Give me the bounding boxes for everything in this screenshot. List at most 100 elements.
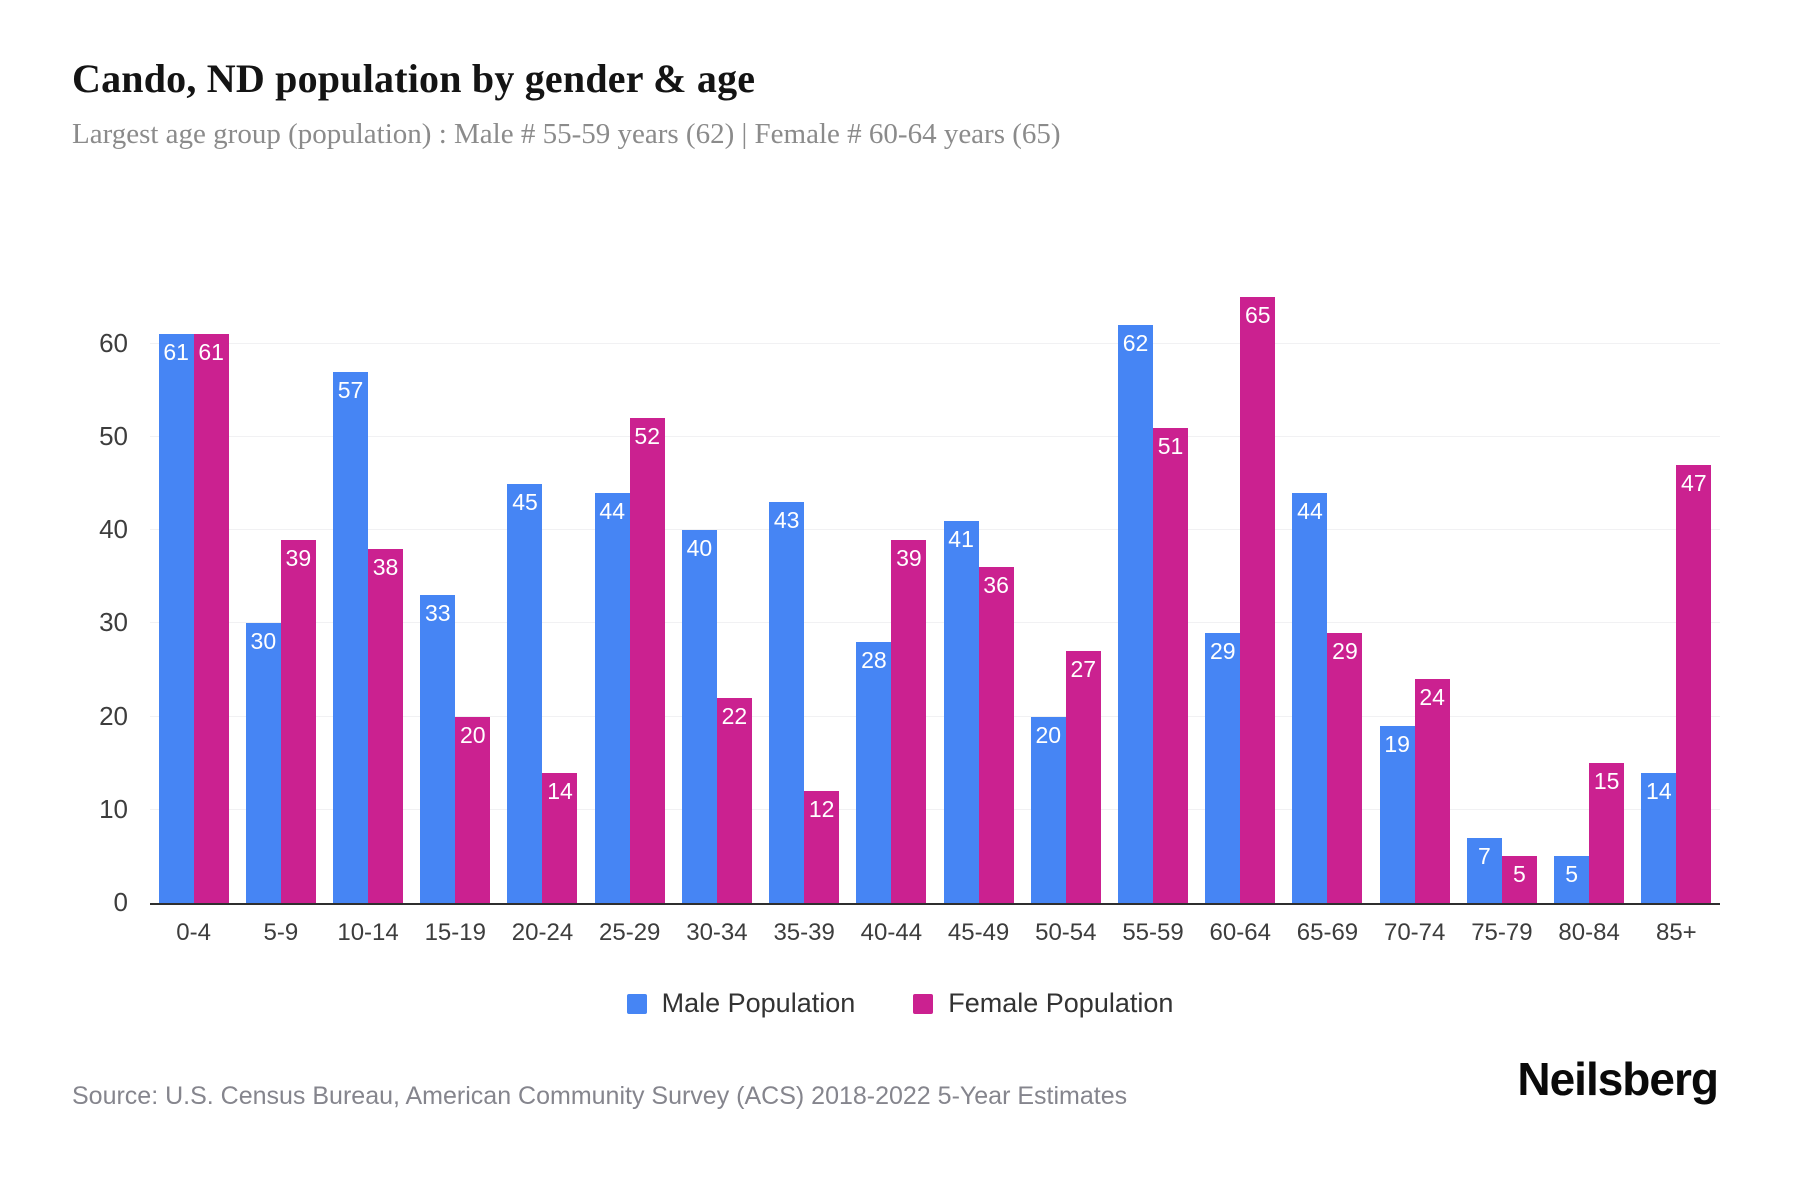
x-axis-label-85+: 85+ <box>1655 919 1697 946</box>
gridline-30 <box>150 622 1720 624</box>
bar-group-5-9: 30 39 5-9 <box>245 270 316 946</box>
bar-female-70-74[interactable]: 24 <box>1414 679 1450 903</box>
bar-value-label: 39 <box>285 544 312 571</box>
bar-group-60-64: 29 65 60-64 <box>1205 270 1276 946</box>
bar-male-45-49[interactable]: 41 <box>943 520 979 903</box>
bar-value-label: 33 <box>424 600 451 627</box>
bar-male-20-24[interactable]: 45 <box>507 483 543 903</box>
bar-group-55-59: 62 51 55-59 <box>1118 270 1189 946</box>
bar-male-80-84[interactable]: 5 <box>1554 856 1590 903</box>
bar-value-label: 24 <box>1419 684 1445 711</box>
gridline-40 <box>150 529 1720 531</box>
bar-female-30-34[interactable]: 22 <box>716 697 752 903</box>
x-axis-label-10-14: 10-14 <box>337 919 399 946</box>
plot-area: 0 10 20 30 40 50 60 61 61 0-4 30 39 5-9 57 38 10-14 33 2… <box>99 270 1720 946</box>
gridline-60 <box>150 342 1720 344</box>
x-axis-label-15-19: 15-19 <box>424 919 486 946</box>
bar-value-label: 44 <box>599 497 625 524</box>
gridline-10 <box>150 808 1720 810</box>
bar-value-label: 12 <box>808 796 835 823</box>
bar-value-label: 5 <box>1512 861 1526 888</box>
bar-value-label: 44 <box>1297 497 1323 524</box>
x-axis-label-50-54: 50-54 <box>1035 919 1097 946</box>
x-axis-label-20-24: 20-24 <box>511 919 574 946</box>
bar-group-25-29: 44 52 25-29 <box>594 270 665 946</box>
y-axis-label-60: 60 <box>99 327 128 358</box>
bar-group-0-4: 61 61 0-4 <box>158 270 229 946</box>
bar-group-20-24: 45 14 20-24 <box>507 270 578 946</box>
bar-male-30-34[interactable]: 40 <box>681 530 717 903</box>
bar-male-55-59[interactable]: 62 <box>1118 325 1154 903</box>
bar-male-40-44[interactable]: 28 <box>856 642 892 903</box>
bar-female-80-84[interactable]: 15 <box>1589 763 1625 903</box>
bar-groups: 61 61 0-4 30 39 5-9 57 38 10-14 33 20 15-19 45 14 20-2… <box>150 270 1720 946</box>
bar-female-60-64[interactable]: 65 <box>1240 297 1276 903</box>
x-axis-label-75-79: 75-79 <box>1471 919 1533 946</box>
bar-value-label: 41 <box>948 525 974 552</box>
bar-group-75-79: 7 5 75-79 <box>1466 270 1537 946</box>
bar-value-label: 47 <box>1681 469 1707 496</box>
x-axis-label-55-59: 55-59 <box>1122 919 1184 946</box>
legend-item-male[interactable]: Male Population <box>626 988 856 1019</box>
bar-value-label: 40 <box>686 535 713 562</box>
bar-female-20-24[interactable]: 14 <box>542 772 578 903</box>
bar-male-50-54[interactable]: 20 <box>1030 716 1066 903</box>
bar-male-15-19[interactable]: 33 <box>420 595 456 903</box>
y-axis-label-20: 20 <box>99 700 128 731</box>
bar-male-25-29[interactable]: 44 <box>594 492 630 903</box>
bar-female-10-14[interactable]: 38 <box>368 548 404 903</box>
bar-group-50-54: 20 27 50-54 <box>1030 270 1101 946</box>
x-axis-label-5-9: 5-9 <box>263 919 299 946</box>
x-axis-label-65-69: 65-69 <box>1296 919 1359 946</box>
bar-female-15-19[interactable]: 20 <box>455 716 491 903</box>
bar-value-label: 52 <box>634 423 660 450</box>
bar-male-0-4[interactable]: 61 <box>158 334 194 903</box>
bar-female-85+[interactable]: 47 <box>1676 464 1712 903</box>
bar-male-65-69[interactable]: 44 <box>1292 492 1328 903</box>
bar-group-80-84: 5 15 80-84 <box>1554 270 1625 946</box>
bar-value-label: 20 <box>1035 721 1062 748</box>
gridline-50 <box>150 436 1720 437</box>
x-axis-label-0-4: 0-4 <box>176 919 211 946</box>
bar-female-55-59[interactable]: 51 <box>1153 427 1189 903</box>
bar-male-85+[interactable]: 14 <box>1641 772 1677 903</box>
bar-value-label: 38 <box>372 553 399 580</box>
bar-female-75-79[interactable]: 5 <box>1501 856 1537 903</box>
bar-female-50-54[interactable]: 27 <box>1065 651 1101 903</box>
bar-female-0-4[interactable]: 61 <box>193 334 229 903</box>
bar-value-label: 15 <box>1593 768 1620 795</box>
bar-female-40-44[interactable]: 39 <box>891 539 927 903</box>
bar-value-label: 39 <box>896 544 922 571</box>
bar-female-65-69[interactable]: 29 <box>1327 632 1363 903</box>
bar-male-5-9[interactable]: 30 <box>245 623 281 903</box>
bar-female-5-9[interactable]: 39 <box>280 539 316 903</box>
bar-value-label: 5 <box>1565 861 1578 888</box>
bar-value-label: 36 <box>983 572 1009 599</box>
legend-item-female[interactable]: Female Population <box>913 988 1173 1019</box>
bar-value-label: 30 <box>250 628 277 655</box>
bar-female-45-49[interactable]: 36 <box>978 567 1014 903</box>
bar-male-10-14[interactable]: 57 <box>333 371 369 903</box>
x-axis-label-35-39: 35-39 <box>773 919 835 946</box>
bar-male-35-39[interactable]: 43 <box>769 502 805 903</box>
chart-title: Cando, ND population by gender & age <box>72 56 756 101</box>
bar-value-label: 7 <box>1477 842 1491 869</box>
y-axis-label-40: 40 <box>99 514 128 545</box>
bar-male-60-64[interactable]: 29 <box>1205 632 1241 903</box>
bar-male-70-74[interactable]: 19 <box>1379 725 1415 903</box>
legend-swatch-icon <box>626 993 647 1014</box>
bar-group-30-34: 40 22 30-34 <box>681 270 752 946</box>
x-axis-label-40-44: 40-44 <box>860 919 923 946</box>
chart-subtitle: Largest age group (population) : Male # … <box>72 118 1061 150</box>
bar-male-75-79[interactable]: 7 <box>1466 837 1502 903</box>
bar-value-label: 45 <box>512 488 538 515</box>
bar-value-label: 29 <box>1332 637 1358 664</box>
legend-label: Male Population <box>661 988 856 1018</box>
bar-value-label: 27 <box>1070 656 1097 683</box>
brand-logo: Neilsberg <box>1517 1053 1719 1105</box>
bar-female-25-29[interactable]: 52 <box>629 418 665 903</box>
x-axis-label-80-84: 80-84 <box>1558 919 1620 946</box>
bar-female-35-39[interactable]: 12 <box>804 791 840 903</box>
legend: Male Population Female Population <box>0 988 1800 1019</box>
legend-swatch-icon <box>913 993 934 1014</box>
